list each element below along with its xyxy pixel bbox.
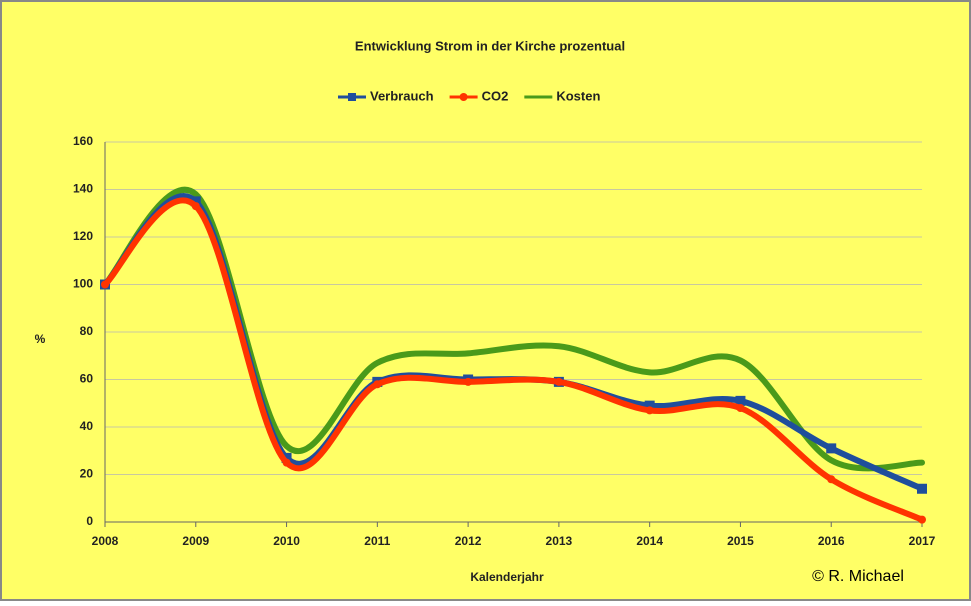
marker xyxy=(917,483,927,494)
chart-title: Entwicklung Strom in der Kirche prozentu… xyxy=(355,38,625,53)
legend-marker xyxy=(348,93,356,101)
x-tick-label: 2017 xyxy=(909,534,936,548)
x-axis-label: Kalenderjahr xyxy=(470,570,544,584)
y-tick-label: 0 xyxy=(86,514,93,528)
y-tick-label: 60 xyxy=(80,372,94,386)
legend-label: Kosten xyxy=(556,88,600,103)
y-tick-label: 100 xyxy=(73,277,93,291)
x-tick-label: 2012 xyxy=(455,534,482,548)
legend-label: Verbrauch xyxy=(370,88,434,103)
annotation: © R. Michael xyxy=(812,568,904,585)
y-tick-label: 80 xyxy=(80,324,94,338)
y-tick-label: 120 xyxy=(73,229,93,243)
y-tick-label: 160 xyxy=(73,134,93,148)
x-tick-label: 2008 xyxy=(92,534,119,548)
x-tick-label: 2014 xyxy=(636,534,663,548)
x-tick-label: 2009 xyxy=(182,534,209,548)
marker xyxy=(190,196,201,207)
marker xyxy=(918,515,926,524)
marker xyxy=(282,458,291,467)
marker xyxy=(826,443,837,454)
x-tick-label: 2016 xyxy=(818,534,845,548)
y-axis-label: % xyxy=(35,332,46,346)
marker xyxy=(464,377,473,386)
x-tick-label: 2010 xyxy=(273,534,300,548)
marker xyxy=(735,395,746,406)
x-tick-label: 2013 xyxy=(546,534,573,548)
marker xyxy=(373,380,382,389)
x-tick-label: 2011 xyxy=(364,534,390,548)
y-tick-label: 40 xyxy=(80,419,94,433)
marker xyxy=(281,452,292,463)
marker xyxy=(644,400,655,411)
marker xyxy=(827,475,836,484)
y-tick-label: 20 xyxy=(80,467,94,481)
marker xyxy=(645,406,654,415)
y-tick-label: 140 xyxy=(73,182,93,196)
marker xyxy=(191,202,200,211)
marker xyxy=(736,404,745,412)
x-tick-label: 2015 xyxy=(727,534,754,548)
legend-label: CO2 xyxy=(482,88,509,103)
marker xyxy=(101,280,109,289)
marker xyxy=(554,377,563,386)
legend-marker xyxy=(459,93,468,101)
